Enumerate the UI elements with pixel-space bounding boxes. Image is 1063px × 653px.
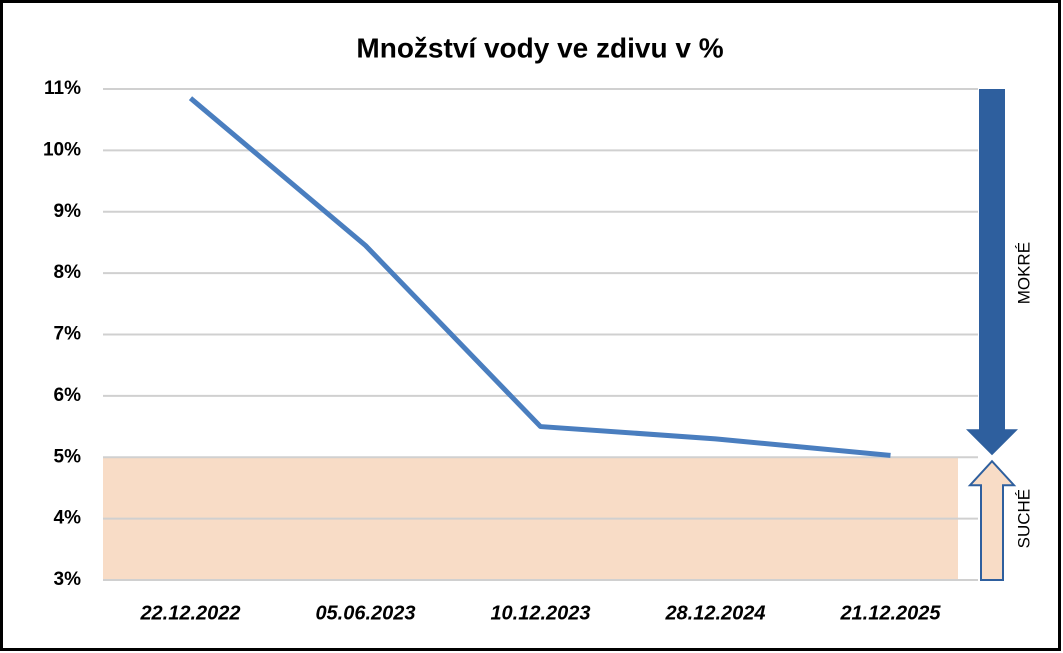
x-tick-label: 10.12.2023 bbox=[490, 602, 590, 624]
y-tick-label: 10% bbox=[43, 139, 81, 160]
y-tick-label: 3% bbox=[54, 569, 82, 590]
wet-arrow bbox=[966, 89, 1018, 456]
y-tick-label: 8% bbox=[54, 262, 82, 283]
y-tick-label: 4% bbox=[54, 508, 82, 529]
zone-label: MOKRÉ bbox=[1014, 242, 1033, 304]
y-tick-label: 11% bbox=[44, 78, 81, 99]
chart-title: Množství vody ve zdivu v % bbox=[356, 32, 723, 63]
x-tick-label: 05.06.2023 bbox=[315, 602, 415, 624]
x-tick-label: 28.12.2024 bbox=[664, 602, 765, 624]
x-tick-label: 22.12.2022 bbox=[139, 602, 240, 624]
dry-arrow bbox=[967, 459, 1017, 581]
y-tick-label: 9% bbox=[54, 201, 82, 222]
zone-label: SUCHÉ bbox=[1014, 489, 1033, 549]
y-tick-label: 5% bbox=[54, 446, 82, 467]
y-tick-label: 6% bbox=[54, 385, 82, 406]
x-tick-label: 21.12.2025 bbox=[839, 602, 941, 624]
line bbox=[188, 96, 891, 458]
y-tick-label: 7% bbox=[54, 324, 82, 345]
